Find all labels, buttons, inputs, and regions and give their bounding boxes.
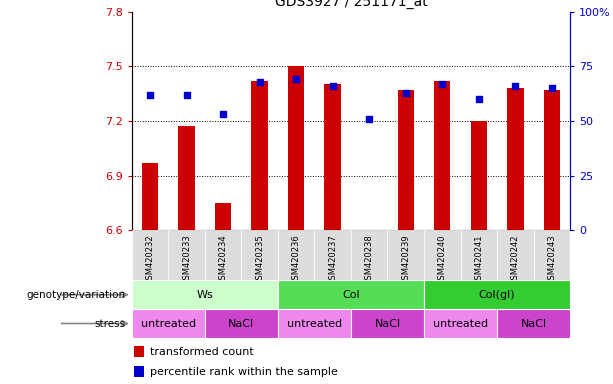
Bar bbox=[215, 203, 231, 230]
Text: NaCl: NaCl bbox=[375, 318, 400, 329]
Text: NaCl: NaCl bbox=[228, 318, 254, 329]
Text: untreated: untreated bbox=[433, 318, 488, 329]
Text: percentile rank within the sample: percentile rank within the sample bbox=[150, 367, 338, 377]
Point bbox=[145, 92, 155, 98]
Text: transformed count: transformed count bbox=[150, 347, 254, 357]
Point bbox=[474, 96, 484, 102]
Bar bbox=[251, 81, 268, 230]
Text: Col(gl): Col(gl) bbox=[479, 290, 516, 300]
Point bbox=[437, 81, 447, 87]
Text: Ws: Ws bbox=[197, 290, 213, 300]
Bar bbox=[351, 230, 387, 280]
Bar bbox=[278, 230, 314, 280]
Text: GSM420242: GSM420242 bbox=[511, 234, 520, 285]
Bar bbox=[471, 121, 487, 230]
Text: GSM420241: GSM420241 bbox=[474, 234, 483, 285]
Bar bbox=[288, 66, 305, 230]
Bar bbox=[351, 309, 424, 338]
Point bbox=[255, 78, 265, 84]
Text: GSM420239: GSM420239 bbox=[402, 234, 410, 285]
Bar bbox=[497, 309, 570, 338]
Text: GSM420235: GSM420235 bbox=[255, 234, 264, 285]
Bar bbox=[205, 230, 242, 280]
Point bbox=[328, 83, 338, 89]
Text: GSM420232: GSM420232 bbox=[145, 234, 154, 285]
Text: GSM420234: GSM420234 bbox=[219, 234, 227, 285]
Text: NaCl: NaCl bbox=[520, 318, 547, 329]
Bar bbox=[387, 230, 424, 280]
Point bbox=[291, 76, 301, 83]
Bar bbox=[397, 90, 414, 230]
Text: untreated: untreated bbox=[141, 318, 196, 329]
Bar bbox=[460, 230, 497, 280]
Point bbox=[401, 89, 411, 96]
Bar bbox=[169, 230, 205, 280]
Text: GSM420240: GSM420240 bbox=[438, 234, 447, 285]
Bar bbox=[134, 366, 144, 377]
Bar bbox=[533, 230, 570, 280]
Text: GSM420243: GSM420243 bbox=[547, 234, 557, 285]
Point bbox=[364, 116, 374, 122]
Title: GDS3927 / 251171_at: GDS3927 / 251171_at bbox=[275, 0, 427, 9]
Bar bbox=[434, 81, 451, 230]
Point bbox=[547, 85, 557, 91]
Bar bbox=[324, 84, 341, 230]
Bar bbox=[497, 230, 533, 280]
Text: GSM420237: GSM420237 bbox=[328, 234, 337, 285]
Bar bbox=[132, 280, 278, 309]
Bar bbox=[424, 309, 497, 338]
Text: GSM420236: GSM420236 bbox=[292, 234, 300, 285]
Text: untreated: untreated bbox=[287, 318, 342, 329]
Point bbox=[181, 92, 191, 98]
Point bbox=[511, 83, 520, 89]
Text: GSM420238: GSM420238 bbox=[365, 234, 374, 285]
Text: stress: stress bbox=[94, 318, 126, 329]
Bar bbox=[507, 88, 524, 230]
Bar bbox=[178, 126, 195, 230]
Text: GSM420233: GSM420233 bbox=[182, 234, 191, 285]
Bar bbox=[424, 280, 570, 309]
Bar bbox=[314, 230, 351, 280]
Bar bbox=[142, 163, 158, 230]
Bar bbox=[242, 230, 278, 280]
Bar bbox=[134, 346, 144, 357]
Text: Col: Col bbox=[342, 290, 360, 300]
Bar bbox=[132, 230, 169, 280]
Point bbox=[218, 111, 228, 118]
Bar bbox=[278, 280, 424, 309]
Bar bbox=[132, 309, 205, 338]
Bar bbox=[544, 90, 560, 230]
Bar bbox=[278, 309, 351, 338]
Bar bbox=[424, 230, 460, 280]
Text: genotype/variation: genotype/variation bbox=[26, 290, 126, 300]
Bar bbox=[205, 309, 278, 338]
